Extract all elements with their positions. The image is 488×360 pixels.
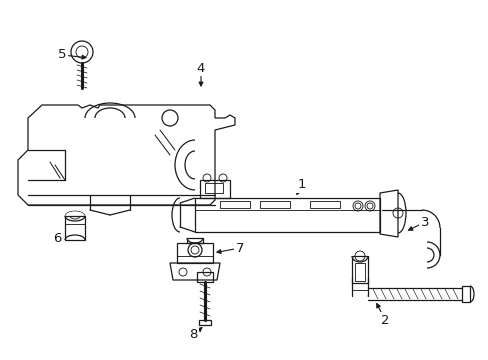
Text: 4: 4 [196, 62, 205, 75]
Text: 7: 7 [235, 242, 244, 255]
Text: 3: 3 [420, 216, 428, 229]
Text: 8: 8 [188, 328, 197, 342]
Text: 5: 5 [58, 49, 66, 62]
Text: 2: 2 [380, 314, 388, 327]
Text: 1: 1 [297, 179, 305, 192]
Text: 6: 6 [53, 231, 61, 244]
